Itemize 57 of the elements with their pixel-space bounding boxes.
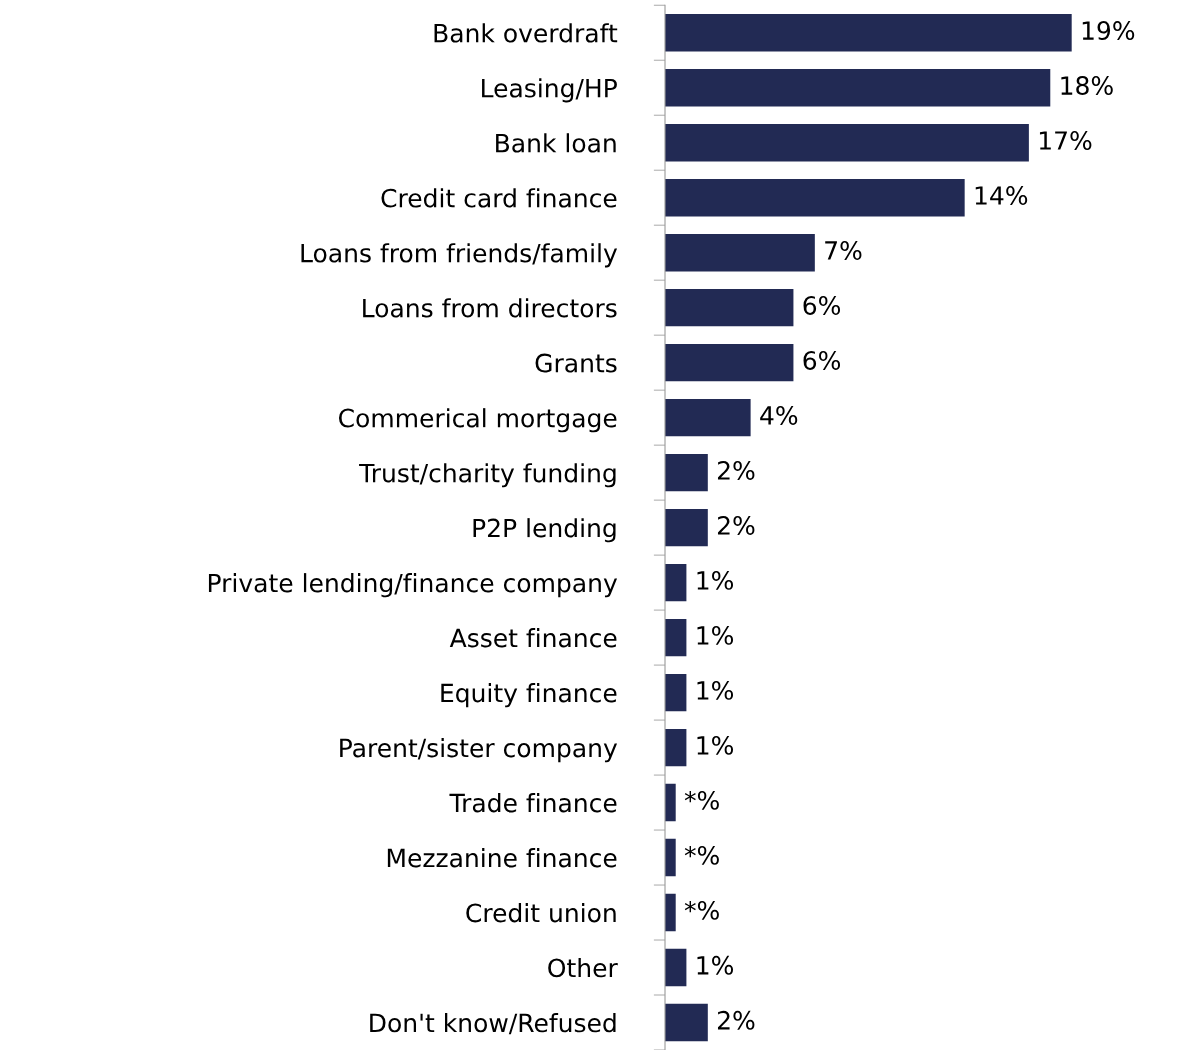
bar <box>665 948 687 987</box>
y-tick-label: Other <box>548 958 618 978</box>
bar <box>665 14 1072 52</box>
bar <box>665 838 676 877</box>
y-tick-label: Grants <box>535 353 617 373</box>
data-label: 1% <box>697 955 734 975</box>
y-tick-label: Equity finance <box>441 683 617 708</box>
data-label: 4% <box>760 406 798 425</box>
bar <box>665 288 794 327</box>
bar <box>665 673 687 712</box>
y-tick-label: Leasing/HP <box>482 78 617 103</box>
bar <box>665 398 751 437</box>
data-label: 18% <box>1061 76 1113 95</box>
data-label: 6% <box>803 351 841 370</box>
bar <box>665 234 815 272</box>
bar <box>665 783 676 822</box>
bar <box>665 179 965 217</box>
bar <box>665 69 1051 107</box>
data-label: 1% <box>697 625 734 645</box>
y-tick-label: Trade finance <box>449 793 617 813</box>
data-label: 6% <box>803 296 841 315</box>
y-tick-label: Bank loan <box>496 133 616 153</box>
data-label: 2% <box>717 515 755 535</box>
data-label: 1% <box>697 735 734 755</box>
bar <box>665 124 1029 162</box>
data-label: 1% <box>697 570 734 590</box>
bar <box>665 563 687 602</box>
bar <box>665 508 708 547</box>
bar <box>665 343 794 382</box>
y-tick-label: Loans from friends/family <box>301 243 618 268</box>
data-label: 19% <box>1082 21 1135 40</box>
bar <box>665 728 687 767</box>
y-tick-label: Loans from directors <box>363 298 617 318</box>
bar <box>665 1003 708 1042</box>
y-tick-label: Asset finance <box>449 628 617 648</box>
data-label: *% <box>684 900 719 920</box>
y-tick-label: Don't know/Refused <box>370 1013 616 1035</box>
y-tick-label: Parent/sister company <box>340 738 618 763</box>
data-label: 1% <box>697 680 734 700</box>
y-tick-label: Bank overdraft <box>434 23 618 43</box>
y-tick-label: Credit card finance <box>381 188 617 208</box>
y-tick-label: Trust/charity funding <box>359 463 616 488</box>
y-tick-label: Private lending/finance company <box>208 573 618 598</box>
data-label: 7% <box>825 241 862 260</box>
data-label: 2% <box>717 460 755 480</box>
y-tick-label: Mezzanine finance <box>387 848 617 868</box>
y-tick-label: Credit union <box>466 903 616 923</box>
data-label: *% <box>684 845 719 865</box>
bar <box>665 618 687 657</box>
data-label: 2% <box>717 1010 755 1030</box>
bar <box>665 893 676 932</box>
data-label: *% <box>684 790 719 810</box>
bar <box>665 453 708 492</box>
data-label: 14% <box>975 186 1028 205</box>
data-label: 17% <box>1039 131 1092 150</box>
y-tick-label: P2P lending <box>473 518 616 543</box>
y-tick-label: Commerical mortgage <box>338 408 617 433</box>
